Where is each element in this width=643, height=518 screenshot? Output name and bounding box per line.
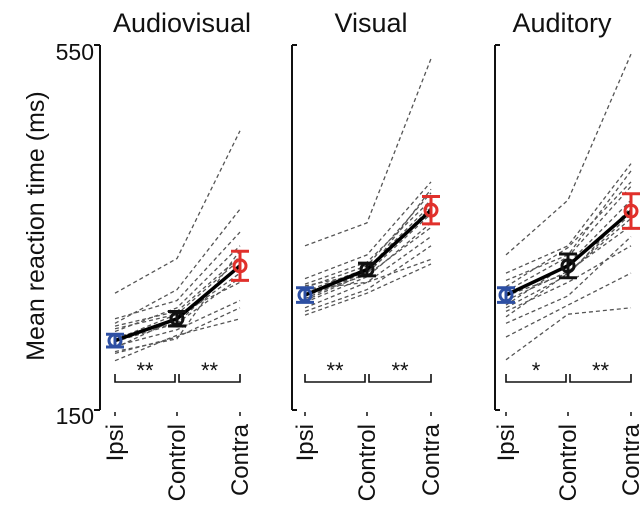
subject-line-8 xyxy=(505,170,632,282)
subject-line-6 xyxy=(505,236,632,324)
subject-line-9 xyxy=(114,272,241,349)
subject-line-11 xyxy=(505,53,632,256)
subject-line-7 xyxy=(505,225,632,302)
subject-line-1 xyxy=(304,236,432,309)
significance-bracket xyxy=(178,374,241,383)
subject-line-5 xyxy=(505,163,632,274)
subject-line-6 xyxy=(304,181,432,280)
x-tick-label-control: Control xyxy=(354,424,381,501)
subject-line-9 xyxy=(505,245,632,312)
subject-line-6 xyxy=(114,318,241,362)
chart-panels: Audiovisual** **Ipsi Control ContraVisual**… xyxy=(94,8,643,501)
mean-marker-ipsi xyxy=(107,333,123,349)
significance-label: ** xyxy=(136,358,154,383)
significance-label: ** xyxy=(592,358,610,383)
panel-title: Visual xyxy=(334,8,407,38)
significance-bracket xyxy=(368,374,432,383)
subject-line-10 xyxy=(114,208,241,324)
x-tick-label-contra: Contra xyxy=(618,423,643,496)
subject-line-12 xyxy=(304,258,432,291)
x-tick-label-ipsi: Ipsi xyxy=(102,424,129,461)
x-tick-label-ipsi: Ipsi xyxy=(493,424,520,461)
panel-title: Auditory xyxy=(512,8,612,38)
subject-line-4 xyxy=(114,307,241,355)
subject-line-11 xyxy=(304,58,432,247)
significance-label: ** xyxy=(201,358,219,383)
x-tick-label-contra: Contra xyxy=(227,423,254,496)
significance-bracket xyxy=(569,374,632,383)
subject-line-2 xyxy=(114,299,241,347)
significance-bracket xyxy=(114,374,176,383)
mean-marker-control xyxy=(560,258,576,274)
x-tick-label-control: Control xyxy=(164,424,191,501)
mean-marker-ipsi xyxy=(498,287,514,303)
subject-line-11 xyxy=(114,130,241,294)
panel-title: Audiovisual xyxy=(113,8,251,38)
subject-line-4 xyxy=(304,263,432,316)
y-tick-label-max: 550 xyxy=(56,39,94,65)
y-axis-label: Mean reaction time (ms) xyxy=(22,91,50,361)
mean-marker-control xyxy=(169,311,185,327)
subject-line-1 xyxy=(114,277,241,338)
mean-marker-contra xyxy=(423,202,439,218)
subject-line-12 xyxy=(505,181,632,288)
subject-line-2 xyxy=(304,213,432,302)
y-tick-label-min: 150 xyxy=(56,403,94,429)
subject-line-4 xyxy=(505,272,632,338)
subject-line-13 xyxy=(114,281,241,341)
significance-label: * xyxy=(532,358,541,383)
significance-bracket xyxy=(304,374,366,383)
panel-visual: Visual ** ** Ipsi Control Contra xyxy=(291,8,445,501)
mean-marker-control xyxy=(359,261,375,277)
subject-line-8 xyxy=(304,222,432,303)
subject-line-12 xyxy=(114,249,241,353)
significance-label: ** xyxy=(326,358,344,383)
subject-line-10 xyxy=(304,245,432,313)
significance-label: ** xyxy=(391,358,409,383)
x-tick-label-control: Control xyxy=(555,424,582,501)
subject-line-10 xyxy=(505,307,632,361)
x-tick-label-contra: Contra xyxy=(418,423,445,496)
mean-marker-contra xyxy=(623,203,639,219)
y-axis-texts: 550 150 Mean reaction time (ms) xyxy=(22,39,94,429)
x-tick-label-ipsi: Ipsi xyxy=(292,424,319,461)
mean-marker-ipsi xyxy=(297,287,313,303)
subject-line-13 xyxy=(304,206,432,300)
panel-audiovisual: Audiovisual ** ** Ipsi Control Contra xyxy=(94,8,254,501)
panel-auditory: Auditory* **Ipsi Control Contra xyxy=(493,8,643,501)
significance-bracket xyxy=(505,374,567,383)
mean-marker-contra xyxy=(232,258,248,274)
